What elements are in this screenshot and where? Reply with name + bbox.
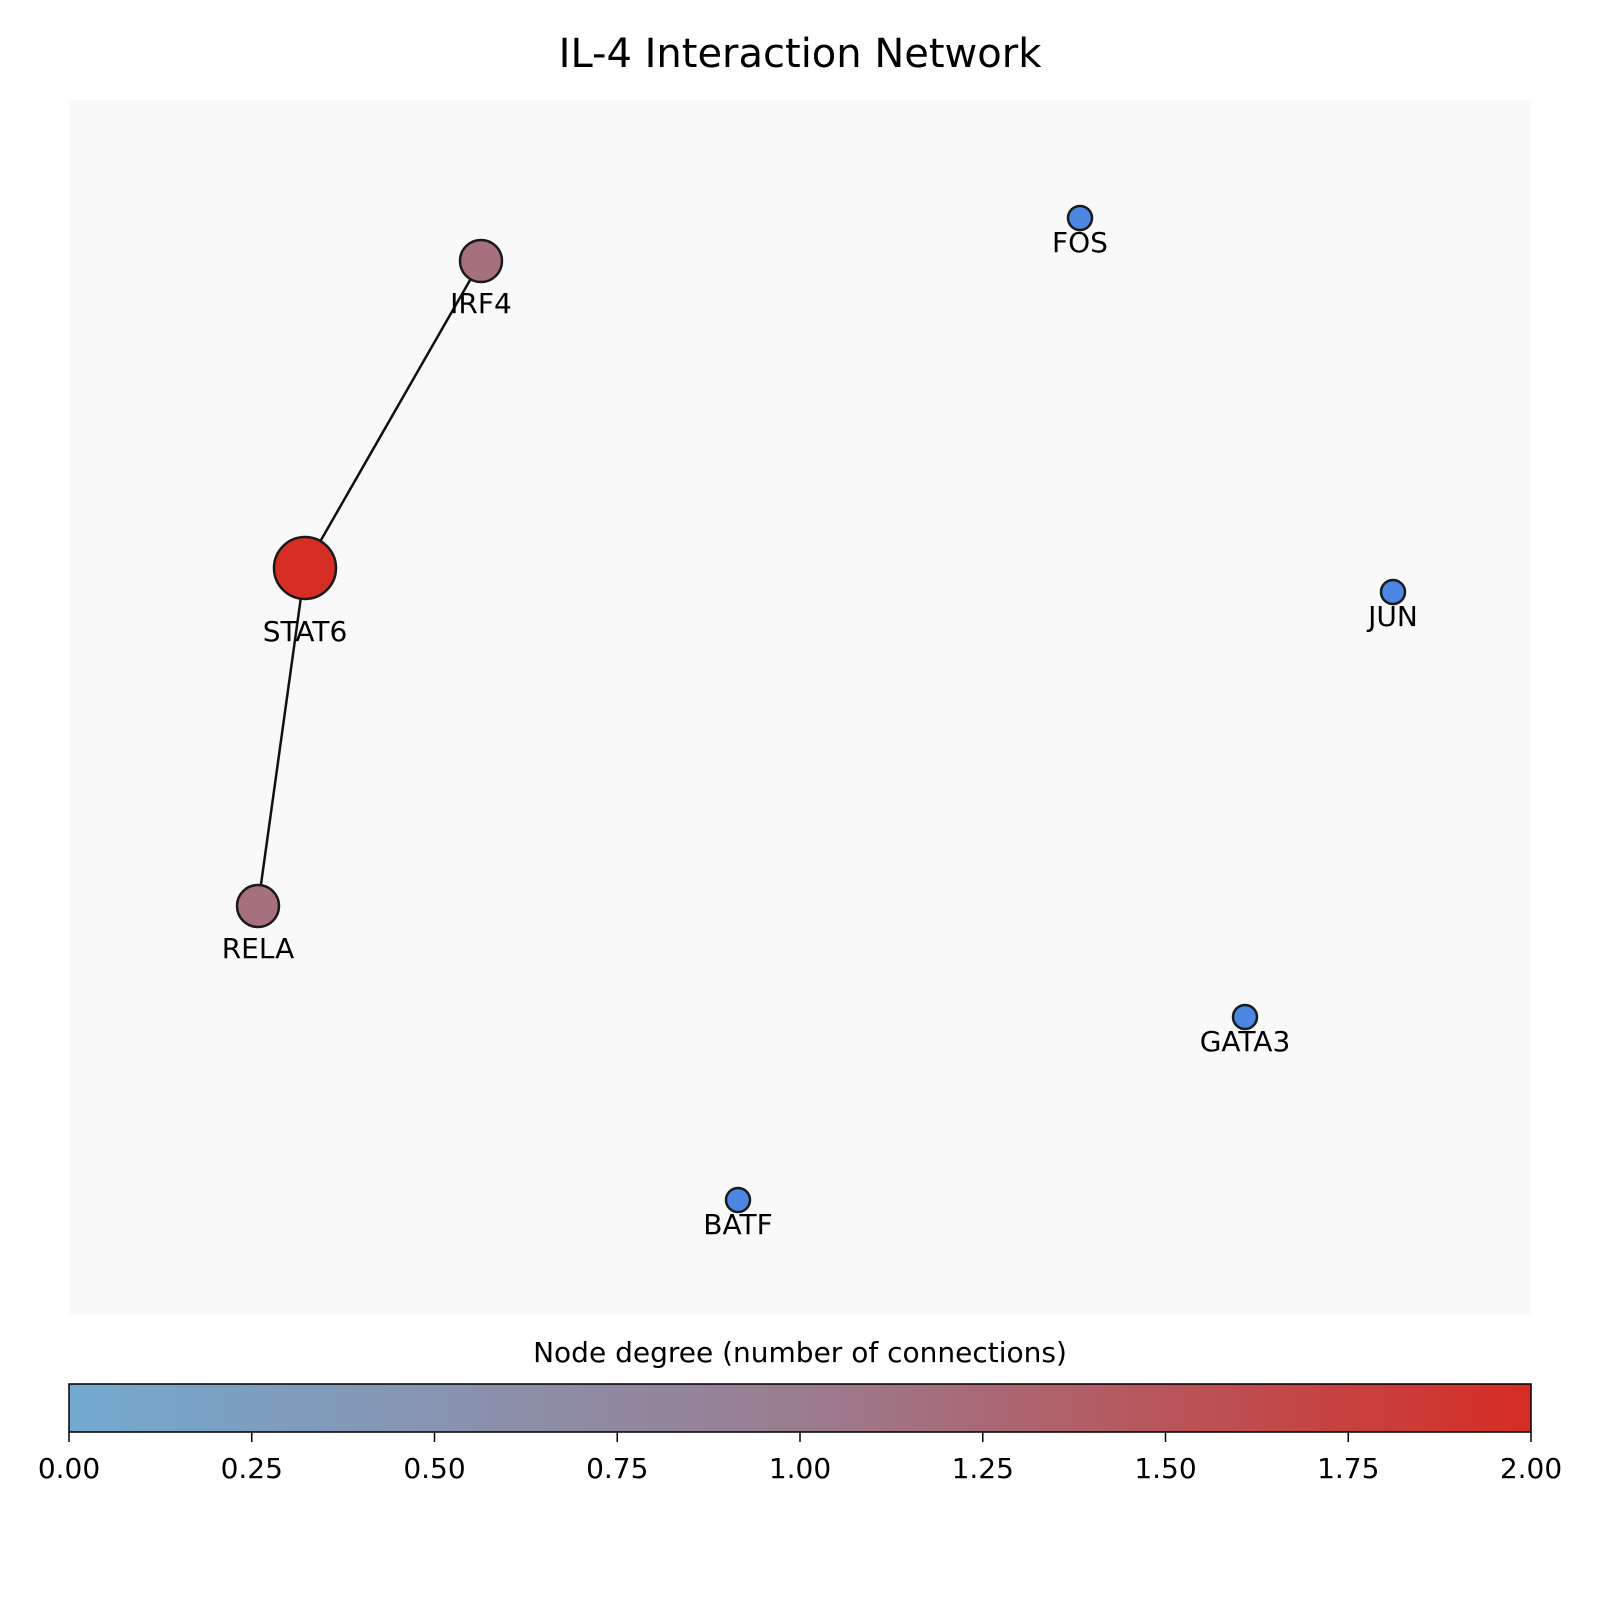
node-label-jun: JUN (1366, 600, 1418, 633)
node-label-gata3: GATA3 (1200, 1025, 1291, 1058)
colorbar-tick-label: 1.00 (769, 1452, 831, 1485)
node-labels-layer: IRF4 STAT6 RELA FOS JUN GATA3 BATF (222, 226, 1418, 1241)
plot-area (69, 100, 1531, 1314)
node-gata3 (1231, 1003, 1259, 1031)
nodes-layer (235, 204, 1407, 1214)
edge-stat6-rela (256, 567, 307, 907)
colorbar-tick-label: 0.50 (403, 1452, 465, 1485)
node-irf4 (458, 238, 504, 284)
colorbar-tick-label: 1.25 (952, 1452, 1014, 1485)
colorbar-ticks: 0.00 0.25 0.50 0.75 1.00 1.25 1.50 1.75 2.00 (38, 1432, 1562, 1485)
colorbar-tick-label: 0.75 (586, 1452, 648, 1485)
node-stat6 (272, 535, 338, 601)
node-batf (724, 1186, 752, 1214)
colorbar-tick-label: 1.50 (1134, 1452, 1196, 1485)
colorbar (68, 1383, 1532, 1433)
colorbar-tick-label: 0.00 (38, 1452, 100, 1485)
node-label-stat6: STAT6 (263, 615, 348, 648)
colorbar-tick-label: 2.00 (1500, 1452, 1562, 1485)
node-jun (1379, 578, 1407, 606)
colorbar-tick-label: 0.25 (221, 1452, 283, 1485)
figure-title: IL-4 Interaction Network (559, 31, 1043, 77)
node-label-batf: BATF (703, 1208, 772, 1241)
node-label-irf4: IRF4 (450, 287, 512, 320)
colorbar-tick-label: 1.75 (1317, 1452, 1379, 1485)
node-rela (235, 883, 281, 929)
node-label-rela: RELA (222, 932, 295, 965)
colorbar-label: Node degree (number of connections) (533, 1336, 1067, 1369)
node-fos (1066, 204, 1094, 232)
edges-layer (256, 260, 483, 907)
node-label-fos: FOS (1052, 226, 1108, 259)
edge-stat6-irf4 (303, 260, 483, 569)
